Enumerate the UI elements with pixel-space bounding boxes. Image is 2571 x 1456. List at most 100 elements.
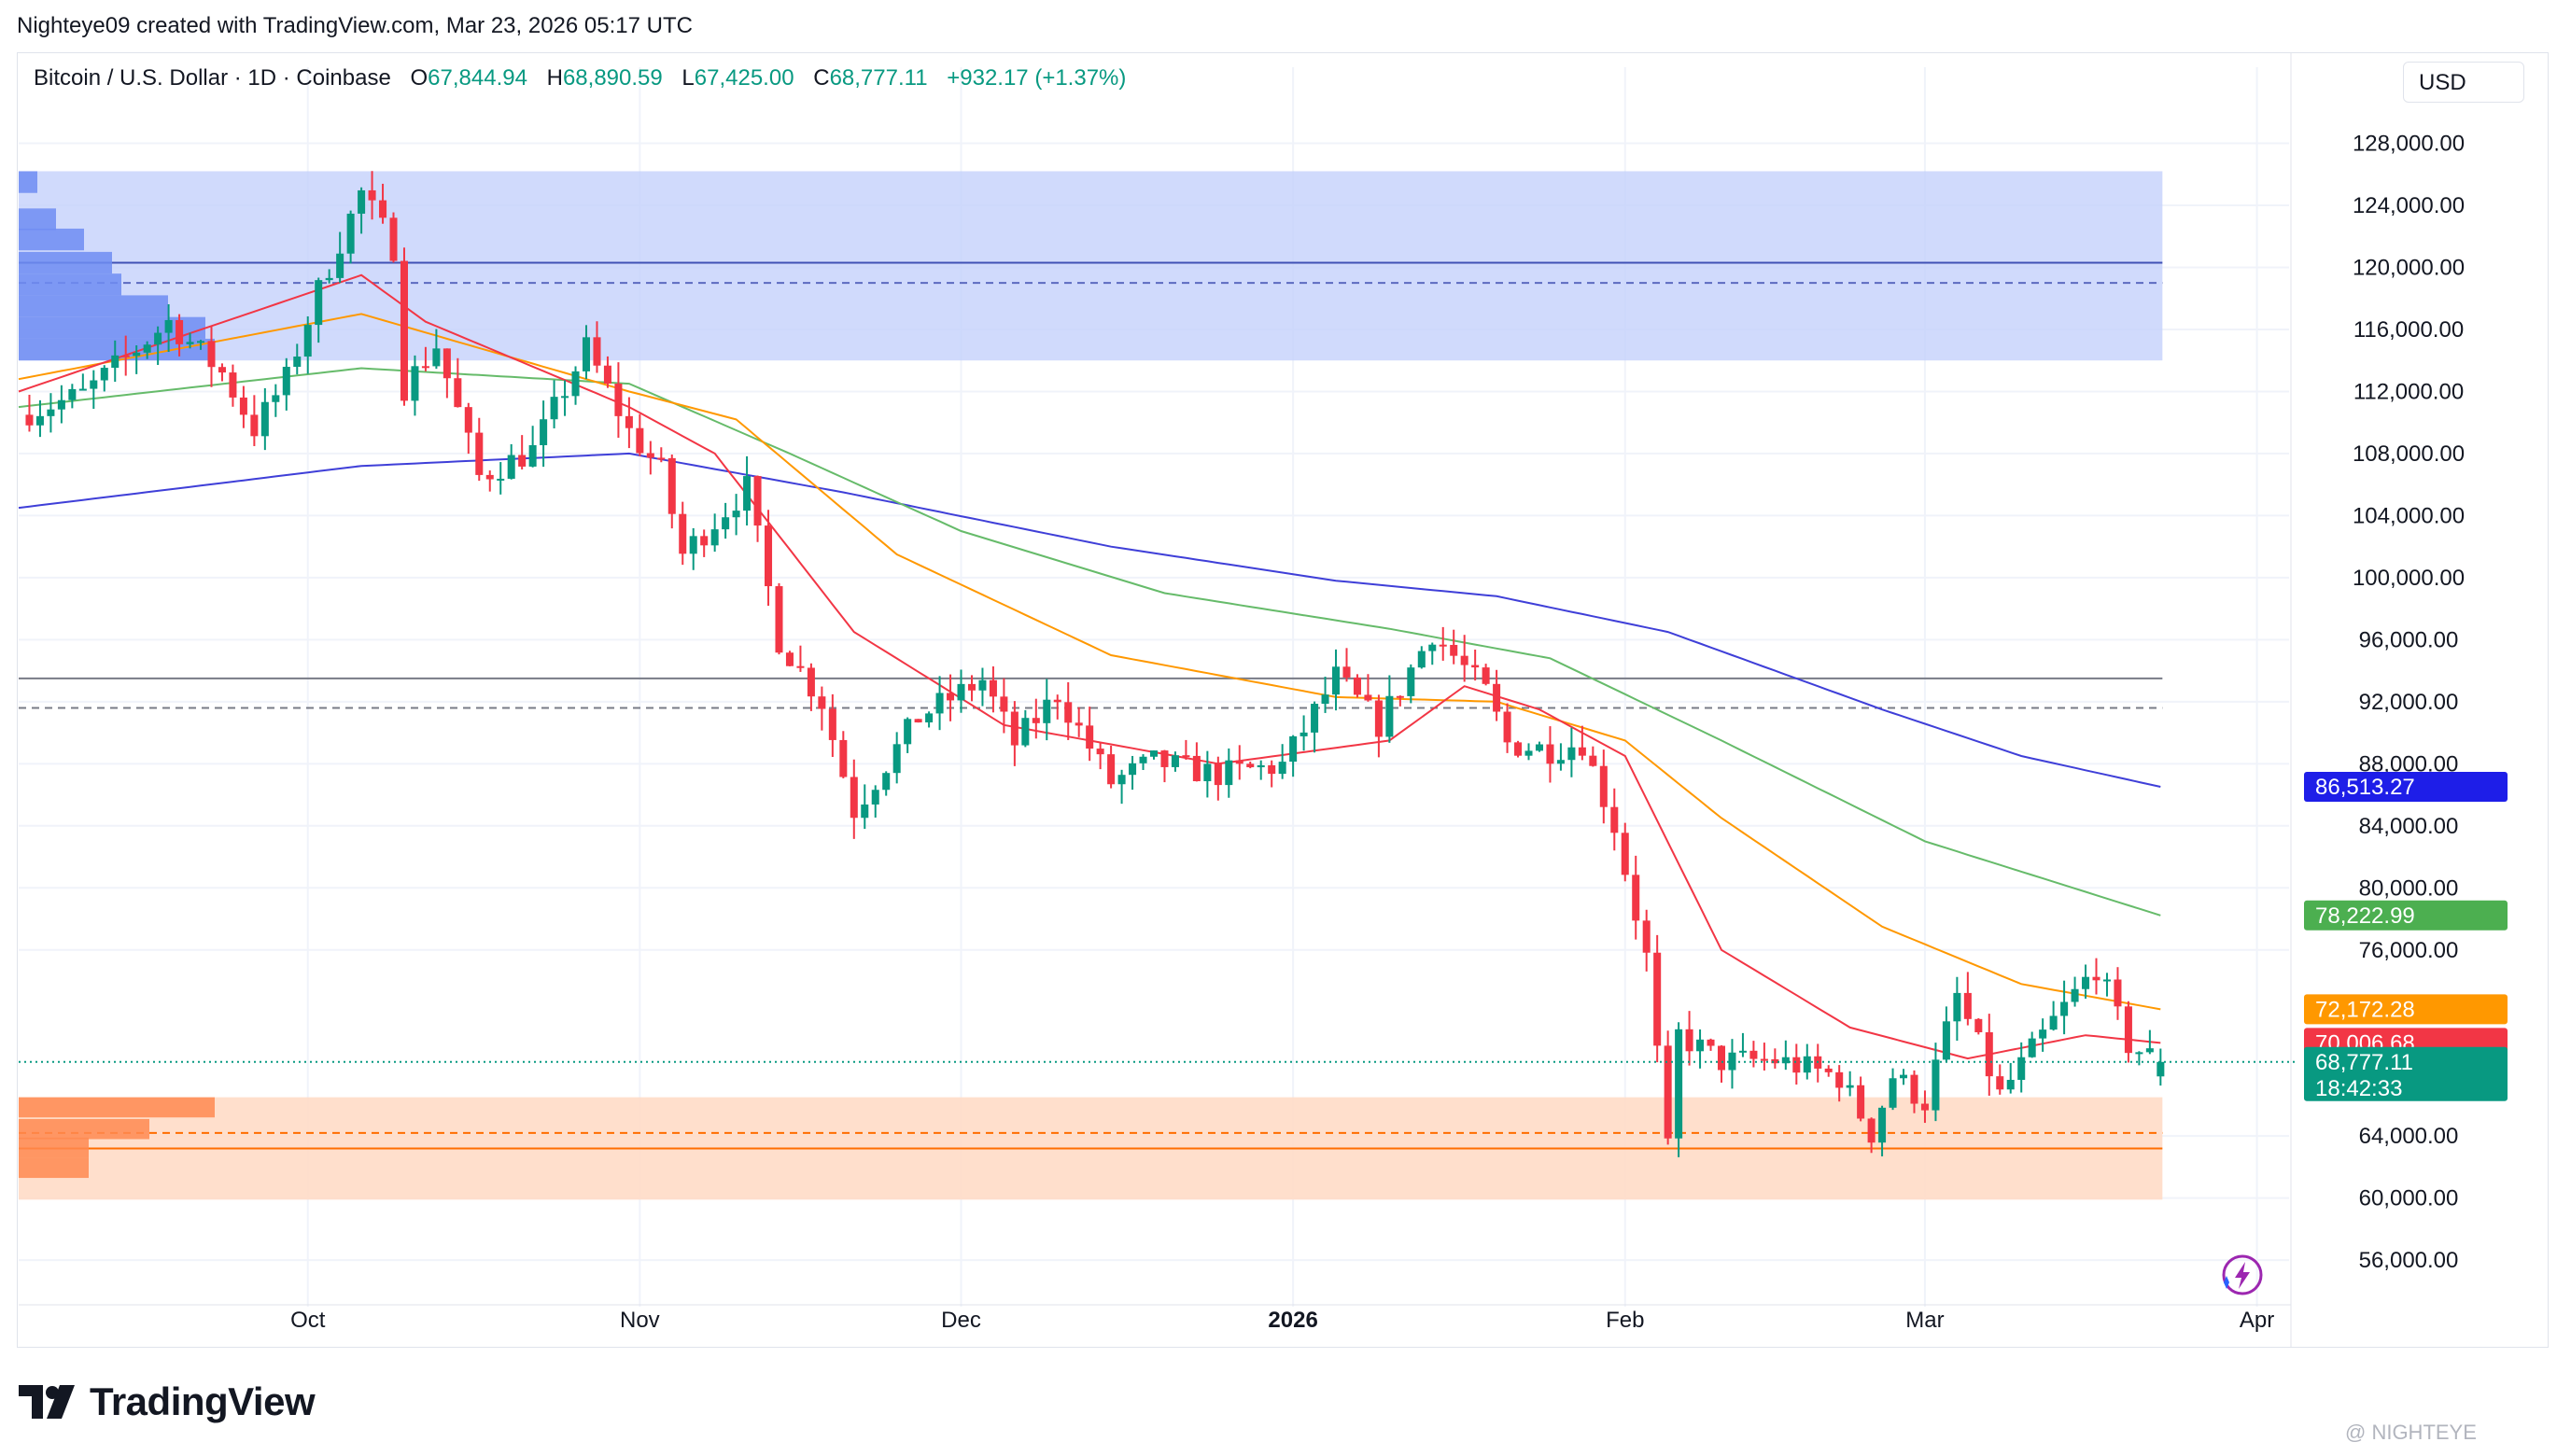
candle (1160, 749, 1169, 783)
candle (1417, 646, 1426, 669)
lightning-icon[interactable] (2216, 1249, 2269, 1306)
candle (2071, 976, 2079, 1007)
candle (303, 315, 312, 374)
candle (1846, 1071, 1854, 1097)
candle (78, 373, 87, 391)
candle-body (1771, 1058, 1779, 1064)
candle-body (57, 399, 65, 410)
candle-body (303, 325, 312, 357)
currency-button[interactable]: USD (2403, 62, 2524, 103)
candle (839, 731, 848, 778)
candle-body (1878, 1107, 1887, 1143)
candle-body (1021, 718, 1030, 746)
candle-body (957, 683, 965, 701)
candle (475, 417, 484, 482)
candle-body (1000, 696, 1008, 712)
candle (1149, 750, 1159, 760)
candle-body (1064, 702, 1073, 723)
candle (1353, 674, 1361, 698)
candle (1728, 1039, 1736, 1089)
candle (1107, 745, 1116, 789)
candle (646, 441, 654, 475)
candle-body (1578, 747, 1586, 756)
candle (346, 210, 355, 264)
price-tick-label: 100,000.00 (2353, 566, 2465, 591)
symbol-title[interactable]: Bitcoin / U.S. Dollar · 1D · Coinbase (34, 65, 391, 91)
candle-body (1642, 920, 1651, 953)
candle (1910, 1070, 1918, 1113)
brand-name: TradingView (90, 1379, 316, 1423)
candle (689, 527, 697, 570)
volume-profile-bar (19, 1097, 215, 1118)
candle (2145, 1029, 2154, 1055)
candle (593, 321, 601, 373)
candle-body (1889, 1078, 1897, 1108)
candle-body (667, 457, 676, 514)
candle (1932, 1043, 1940, 1122)
candle-body (1707, 1039, 1715, 1046)
candle (550, 380, 558, 428)
candle (571, 366, 580, 405)
candle (421, 346, 429, 371)
candle-body (1963, 992, 1972, 1019)
candle-body (978, 679, 987, 691)
candle (1675, 1022, 1683, 1157)
price-tick-label: 96,000.00 (2359, 627, 2459, 652)
candle-body (1160, 750, 1169, 767)
candle-body (1803, 1056, 1811, 1073)
candle (796, 645, 805, 672)
candle-body (1450, 644, 1458, 656)
candle-body (1353, 677, 1361, 695)
price-tick-label: 84,000.00 (2359, 814, 2459, 839)
candle (1439, 626, 1447, 661)
candle-body (807, 667, 815, 697)
candle-body (229, 372, 237, 398)
candle-body (1857, 1085, 1865, 1119)
candle (250, 395, 259, 446)
candle (1471, 650, 1480, 681)
candle (1460, 635, 1468, 682)
candle-body (133, 352, 141, 357)
candle-body (78, 388, 87, 391)
candle (507, 443, 515, 480)
candle-body (636, 427, 644, 454)
candle (2039, 1018, 2047, 1052)
time-tick-label: Mar (1905, 1308, 1944, 1333)
candle-body (1846, 1085, 1854, 1088)
candle (47, 393, 55, 433)
candle-body (914, 719, 922, 723)
time-tick-label: 2026 (1268, 1308, 1317, 1333)
time-tick-label: Feb (1606, 1308, 1644, 1333)
candle-body (861, 804, 869, 819)
candle (1257, 760, 1265, 780)
candle-body (1653, 952, 1662, 1046)
candle (1653, 934, 1662, 1063)
candle (411, 355, 419, 416)
candle-body (1374, 700, 1383, 737)
candle-body (1192, 755, 1201, 781)
candle-body (1535, 744, 1543, 751)
candle-body (1546, 744, 1554, 764)
candle-body (2135, 1052, 2143, 1055)
candle-body (2145, 1048, 2154, 1053)
candle (1182, 739, 1190, 761)
candle-body (1514, 742, 1523, 756)
candle-body (346, 213, 355, 254)
candle-body (1664, 1045, 1672, 1139)
candle (2124, 1001, 2132, 1063)
price-tick-label: 80,000.00 (2359, 875, 2459, 901)
candle (914, 719, 922, 723)
plot-area (18, 67, 2298, 1307)
candle-body (1824, 1068, 1833, 1072)
candle (1086, 707, 1094, 762)
candle (636, 413, 644, 456)
candle (807, 663, 815, 711)
candle-body (2071, 988, 2079, 1002)
candle (218, 363, 226, 382)
candle-body (1493, 683, 1501, 712)
candle (379, 183, 387, 224)
candle-body (260, 401, 269, 437)
candle (1632, 855, 1640, 940)
